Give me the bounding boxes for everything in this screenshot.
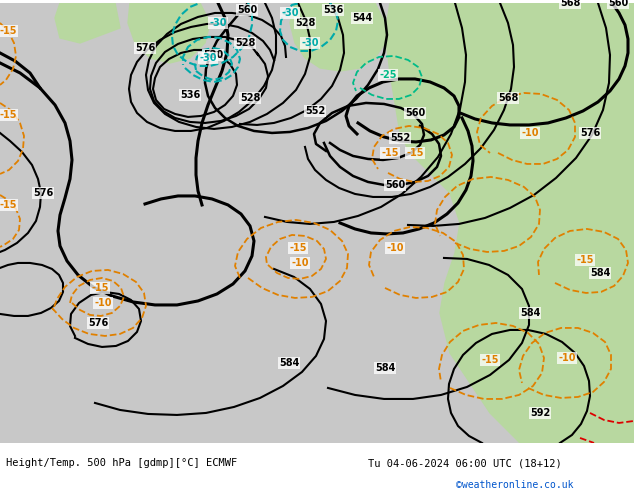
Text: 568: 568 — [498, 93, 518, 103]
Text: -15: -15 — [0, 110, 16, 120]
Text: ©weatheronline.co.uk: ©weatheronline.co.uk — [456, 480, 574, 490]
Text: -15: -15 — [381, 148, 399, 158]
Text: -10: -10 — [521, 128, 539, 138]
Text: 544: 544 — [352, 13, 372, 23]
Text: 536: 536 — [180, 90, 200, 100]
Text: -15: -15 — [406, 148, 424, 158]
Text: 584: 584 — [590, 268, 610, 278]
Text: 520: 520 — [203, 50, 223, 60]
Text: -25: -25 — [379, 70, 397, 80]
Polygon shape — [128, 3, 210, 63]
Text: 552: 552 — [390, 133, 410, 143]
Text: -15: -15 — [576, 255, 594, 265]
Polygon shape — [0, 3, 634, 443]
Text: 568: 568 — [560, 0, 580, 8]
Text: 576: 576 — [580, 128, 600, 138]
Text: 560: 560 — [405, 108, 425, 118]
Text: -10: -10 — [559, 353, 576, 363]
Text: -10: -10 — [291, 258, 309, 268]
Text: -15: -15 — [0, 26, 16, 36]
Text: 576: 576 — [135, 43, 155, 53]
Text: 584: 584 — [375, 363, 395, 373]
Text: -15: -15 — [91, 283, 109, 293]
Text: Height/Temp. 500 hPa [gdmp][°C] ECMWF: Height/Temp. 500 hPa [gdmp][°C] ECMWF — [6, 458, 238, 468]
Text: 536: 536 — [323, 5, 343, 15]
Text: 552: 552 — [305, 106, 325, 116]
Text: -10: -10 — [94, 298, 112, 308]
Polygon shape — [480, 3, 634, 188]
Text: -15: -15 — [0, 200, 16, 210]
Polygon shape — [55, 3, 120, 43]
Text: 576: 576 — [33, 188, 53, 198]
Text: 560: 560 — [385, 180, 405, 190]
Text: 592: 592 — [530, 408, 550, 418]
Text: 528: 528 — [240, 93, 260, 103]
Text: 584: 584 — [279, 358, 299, 368]
Text: Tu 04-06-2024 06:00 UTC (18+12): Tu 04-06-2024 06:00 UTC (18+12) — [368, 458, 562, 468]
Polygon shape — [385, 3, 634, 443]
Polygon shape — [290, 3, 385, 71]
Text: 560: 560 — [237, 5, 257, 15]
Text: -15: -15 — [289, 243, 307, 253]
Text: -10: -10 — [386, 243, 404, 253]
Text: 584: 584 — [520, 308, 540, 318]
Text: -30: -30 — [209, 18, 227, 28]
Text: -30: -30 — [281, 8, 299, 18]
Text: 560: 560 — [608, 0, 628, 8]
Text: 528: 528 — [235, 38, 256, 48]
Text: -15: -15 — [481, 355, 499, 365]
Text: -30: -30 — [199, 53, 217, 63]
Text: -30: -30 — [301, 38, 319, 48]
Text: 528: 528 — [295, 18, 315, 28]
Text: 576: 576 — [88, 318, 108, 328]
